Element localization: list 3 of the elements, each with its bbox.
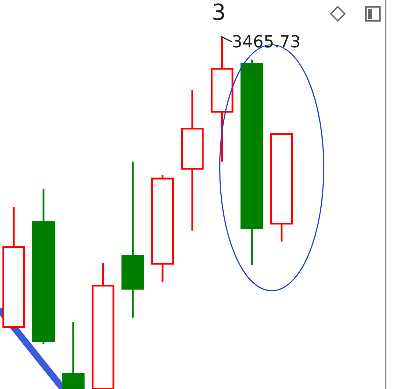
annotation: 3465.73 xyxy=(233,35,300,48)
text: 3 xyxy=(214,4,224,20)
candlestick xyxy=(62,321,85,389)
